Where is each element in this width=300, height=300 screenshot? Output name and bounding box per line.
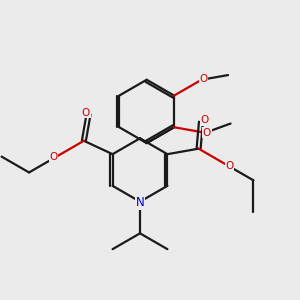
Text: O: O <box>199 74 207 84</box>
Text: O: O <box>82 108 90 118</box>
Text: O: O <box>203 128 211 138</box>
Text: O: O <box>200 115 208 125</box>
Text: O: O <box>225 160 233 170</box>
Text: N: N <box>136 196 144 209</box>
Text: O: O <box>50 152 58 162</box>
